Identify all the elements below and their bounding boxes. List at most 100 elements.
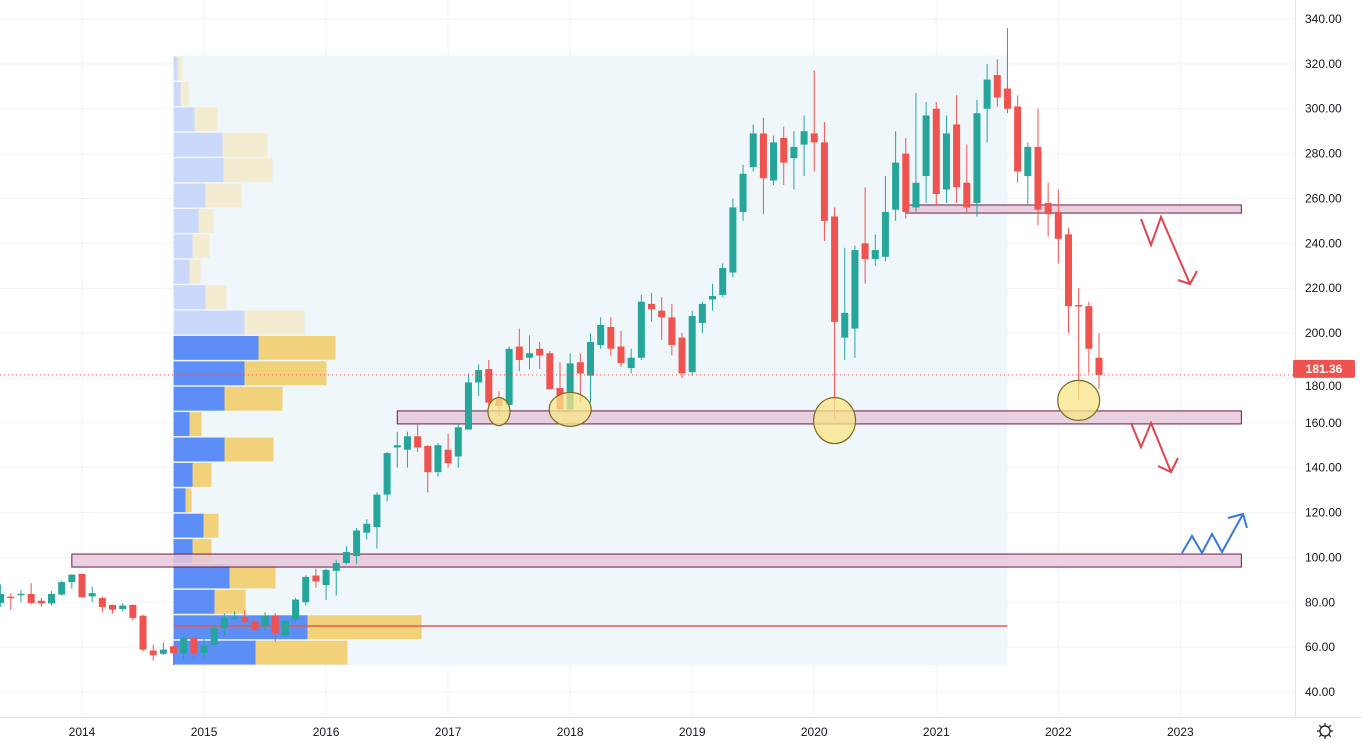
candle-body [637, 301, 645, 358]
candle-body [109, 604, 117, 610]
candle-body [78, 574, 86, 598]
volume-row-up [173, 183, 206, 208]
highlight-circle[interactable] [812, 396, 857, 445]
y-tick-label: 160.00 [1305, 416, 1342, 430]
volume-row-up [173, 564, 230, 589]
volume-row-down [192, 462, 212, 487]
candle-body [251, 621, 259, 630]
projection-arrows[interactable] [1130, 214, 1248, 556]
candle-body [810, 133, 818, 143]
candle-body [749, 133, 757, 168]
candle-body [332, 563, 340, 571]
candle-body [139, 615, 147, 650]
volume-row-down [189, 412, 202, 437]
volume-row-up [173, 462, 193, 487]
y-tick-label: 300.00 [1305, 102, 1342, 116]
resistance-zone-255[interactable] [905, 204, 1242, 214]
volume-row-down [180, 82, 189, 106]
y-tick-label: 340.00 [1305, 12, 1342, 26]
volume-row-down [258, 335, 336, 360]
volume-row-down [203, 513, 219, 538]
candle-body [424, 445, 432, 473]
candle-body [658, 310, 666, 318]
candle-body [1064, 234, 1072, 307]
candle-body [373, 494, 381, 528]
candle-body [922, 115, 930, 177]
candle-body [119, 605, 127, 609]
bearish-arrow-upper-head [1177, 270, 1198, 286]
settings-gear-icon[interactable] [1317, 723, 1333, 739]
candle-body [587, 342, 594, 376]
candle-body [261, 615, 269, 627]
candle-body [200, 645, 208, 653]
volume-row-up [173, 386, 225, 411]
candle-body [1085, 306, 1093, 349]
volume-row-down [307, 615, 422, 640]
volume-row-up [173, 259, 190, 284]
y-tick-label: 120.00 [1305, 506, 1342, 520]
candle-body [729, 207, 737, 273]
x-tick-label: 2016 [313, 725, 340, 739]
highlight-circle[interactable] [1057, 379, 1101, 421]
bearish-arrow-lower[interactable] [1130, 420, 1172, 473]
candle-body [58, 582, 66, 595]
candle-body [617, 346, 625, 364]
volume-row-down [177, 56, 183, 81]
highlight-circle[interactable] [487, 396, 511, 427]
bullish-arrow[interactable] [1181, 513, 1244, 556]
candle-body [475, 370, 483, 383]
candle-body [1075, 305, 1083, 307]
candle-body [546, 353, 554, 390]
candle-body [1054, 211, 1062, 239]
candle-body [149, 650, 157, 656]
candle-body [871, 250, 879, 260]
candle-body [180, 637, 188, 654]
volume-row-up [173, 56, 178, 81]
time-axis[interactable]: 2014 2015 2016 2017 2018 2019 2020 2021 2022 2023 [0, 717, 1362, 740]
volume-row-down [205, 183, 242, 208]
volume-row-down [194, 107, 218, 132]
volume-row-up [173, 107, 195, 132]
candle-body [983, 79, 991, 109]
candles [0, 27, 1103, 666]
support-zone-98[interactable] [71, 553, 1242, 568]
volume-row-down [224, 386, 283, 411]
candle-body [820, 142, 828, 221]
volume-row-down [214, 589, 246, 614]
volume-row-up [173, 437, 225, 462]
zones[interactable] [71, 204, 1242, 568]
y-tick-label: 100.00 [1305, 550, 1342, 564]
volume-row-down [224, 437, 274, 462]
candle-body [1014, 106, 1022, 172]
highlight-circles[interactable] [487, 379, 1101, 445]
volume-row-up [173, 412, 190, 437]
candle-body [525, 353, 533, 358]
volume-row-down [229, 564, 276, 589]
candle-body [1024, 146, 1032, 177]
candle-body [932, 108, 940, 194]
last-price-label: 181.36 [1306, 362, 1343, 376]
highlight-circle[interactable] [548, 391, 592, 427]
candle-body [414, 436, 422, 448]
y-tick-label: 60.00 [1305, 640, 1335, 654]
candle-body [37, 600, 45, 604]
volume-row-up [173, 361, 245, 386]
bearish-arrow-upper[interactable] [1140, 214, 1191, 285]
candle-body [27, 593, 35, 603]
candle-body [719, 268, 727, 295]
x-tick-label: 2015 [191, 725, 218, 739]
candle-body [7, 596, 15, 599]
x-tick-label: 2022 [1045, 725, 1072, 739]
candle-body [312, 575, 320, 582]
candle-body [68, 574, 76, 583]
candle-body [515, 346, 523, 360]
candle-body [597, 324, 605, 345]
candle-body [231, 617, 239, 620]
candle-body [403, 436, 411, 450]
price-axis[interactable]: 40.00 60.00 80.00 100.00 120.00 140.00 160.00 1… [1295, 0, 1343, 717]
bullish-arrow-head [1227, 512, 1248, 529]
candle-body [342, 552, 350, 564]
volume-row-down [244, 361, 327, 386]
candle-body [953, 124, 961, 188]
